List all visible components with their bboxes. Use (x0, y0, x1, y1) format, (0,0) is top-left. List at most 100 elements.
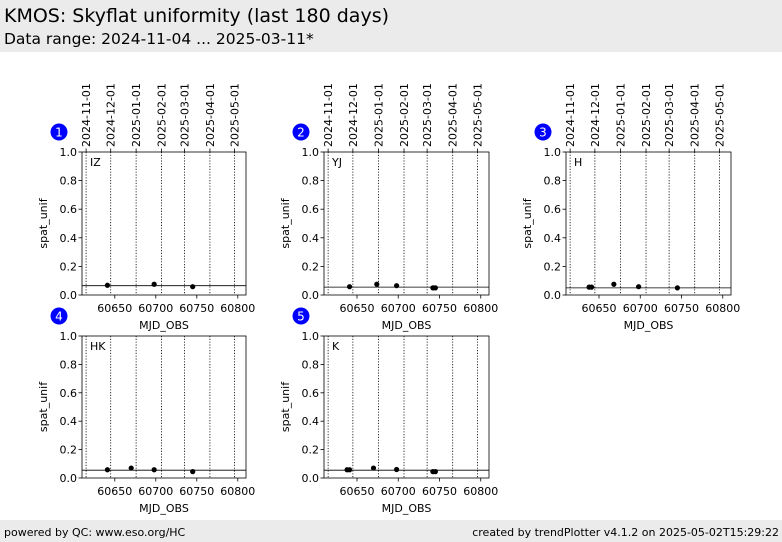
y-tick-label: 0.4 (60, 415, 78, 428)
date-tick-label: 2025-04-01 (447, 83, 460, 147)
x-tick-label: 60750 (422, 302, 457, 315)
date-tick-label: 2024-12-01 (589, 83, 602, 147)
panel-label: IZ (90, 156, 101, 169)
y-tick-label: 0.8 (60, 358, 78, 371)
y-tick-label: 0.8 (302, 358, 320, 371)
data-point (104, 282, 111, 288)
page-subtitle: Data range: 2024-11-04 ... 2025-03-11* (4, 30, 314, 48)
x-tick-label: 60650 (97, 485, 132, 498)
data-point (346, 467, 353, 473)
badge-number: 2 (297, 126, 305, 140)
y-tick-label: 0.4 (302, 232, 320, 245)
badge-circle (292, 307, 310, 325)
x-tick-label: 60700 (381, 302, 416, 315)
date-tick-label: 2025-01-01 (130, 83, 143, 147)
data-point (432, 285, 438, 291)
x-tick-label: 60650 (582, 302, 617, 315)
y-tick-label: 1.0 (60, 330, 78, 343)
y-axis-label: spat_unif (279, 381, 292, 432)
y-tick-label: 1.0 (544, 146, 562, 159)
y-tick-label: 0.0 (544, 289, 562, 302)
date-tick-label: 2025-02-01 (640, 83, 653, 147)
y-tick-label: 0.8 (302, 175, 320, 188)
y-tick-label: 0.0 (60, 472, 78, 485)
y-tick-label: 0.8 (544, 175, 562, 188)
plot-frame (323, 335, 490, 479)
x-axis-label: MJD_OBS (624, 319, 674, 332)
date-tick-label: 2025-01-01 (372, 83, 385, 147)
date-tick-label: 2025-04-01 (204, 83, 217, 147)
x-tick-label: 60650 (340, 485, 375, 498)
y-tick-label: 0.2 (60, 444, 78, 457)
date-tick-label: 2024-11-01 (564, 83, 577, 147)
chart-panel-5: 0.0 0.2 0.4 0.6 0.8 1.0 60650 60700 60750 60800 MJ… (279, 307, 498, 515)
data-point (190, 469, 196, 475)
y-tick-label: 0.6 (60, 203, 78, 216)
panel-label: HK (90, 340, 106, 353)
date-tick-label: 2025-05-01 (713, 83, 726, 147)
y-tick-label: 0.6 (302, 387, 320, 400)
y-tick-label: 0.8 (60, 175, 78, 188)
y-tick-label: 0.0 (302, 289, 320, 302)
y-tick-label: 0.6 (60, 387, 78, 400)
date-tick-label: 2025-05-01 (471, 83, 484, 147)
plot-frame (323, 151, 490, 296)
y-axis-label: spat_unif (37, 381, 50, 432)
x-tick-label: 60800 (705, 302, 740, 315)
footer-credit: powered by QC: www.eso.org/HC (4, 526, 186, 539)
x-axis-label: MJD_OBS (382, 502, 432, 515)
x-tick-label: 60800 (220, 485, 255, 498)
date-tick-label: 2024-12-01 (105, 83, 118, 147)
chart-panel-1: 0.0 0.2 0.4 0.6 0.8 1.0 60650 60700 60750 60800 MJ… (37, 83, 255, 332)
data-point (346, 284, 353, 290)
data-point (611, 281, 617, 287)
badge-number: 4 (55, 310, 63, 324)
x-tick-label: 60800 (220, 302, 255, 315)
x-tick-label: 60650 (340, 302, 375, 315)
x-axis-label: MJD_OBS (139, 319, 189, 332)
x-tick-label: 60700 (623, 302, 658, 315)
x-tick-label: 60700 (138, 485, 173, 498)
data-point (394, 283, 400, 289)
page-title: KMOS: Skyflat uniformity (last 180 days) (4, 5, 390, 27)
badge-number: 5 (297, 310, 305, 324)
data-point (128, 465, 134, 471)
chart-panel-2: 0.0 0.2 0.4 0.6 0.8 1.0 60650 60700 60750 60800 MJ… (279, 83, 498, 332)
date-tick-label: 2025-05-01 (229, 83, 242, 147)
date-tick-label: 2025-03-01 (663, 83, 676, 147)
footer-bar: powered by QC: www.eso.org/HC created by… (0, 520, 782, 542)
x-axis-label: MJD_OBS (139, 502, 189, 515)
panel-label: H (574, 156, 582, 169)
chart-panel-3: 0.0 0.2 0.4 0.6 0.8 1.0 60650 60700 60750 60800 MJ… (521, 83, 740, 332)
x-tick-label: 60750 (179, 485, 214, 498)
data-point (374, 281, 380, 287)
panel-label: K (332, 340, 340, 353)
date-tick-label: 2025-04-01 (689, 83, 702, 147)
y-tick-label: 0.2 (302, 260, 320, 273)
x-axis-label: MJD_OBS (382, 319, 432, 332)
y-tick-label: 1.0 (60, 146, 78, 159)
plot-frame (81, 335, 247, 479)
y-tick-label: 0.4 (302, 415, 320, 428)
date-tick-label: 2024-12-01 (347, 83, 360, 147)
footer-timestamp: created by trendPlotter v4.1.2 on 2025-0… (472, 526, 779, 539)
data-point (104, 467, 111, 473)
date-tick-label: 2025-03-01 (421, 83, 434, 147)
y-tick-label: 0.0 (60, 289, 78, 302)
x-tick-label: 60750 (179, 302, 214, 315)
badge-circle (534, 123, 552, 141)
data-point (370, 465, 377, 471)
x-tick-label: 60650 (97, 302, 132, 315)
data-point (432, 469, 438, 475)
y-tick-label: 1.0 (302, 330, 320, 343)
data-point (636, 284, 642, 290)
data-point (674, 285, 680, 291)
badge-number: 1 (55, 126, 63, 140)
y-axis-label: spat_unif (37, 197, 50, 248)
x-tick-label: 60750 (664, 302, 699, 315)
data-point (151, 281, 157, 287)
y-tick-label: 0.2 (302, 444, 320, 457)
date-tick-label: 2025-02-01 (398, 83, 411, 147)
y-tick-label: 0.4 (60, 232, 78, 245)
x-tick-label: 60750 (422, 485, 457, 498)
